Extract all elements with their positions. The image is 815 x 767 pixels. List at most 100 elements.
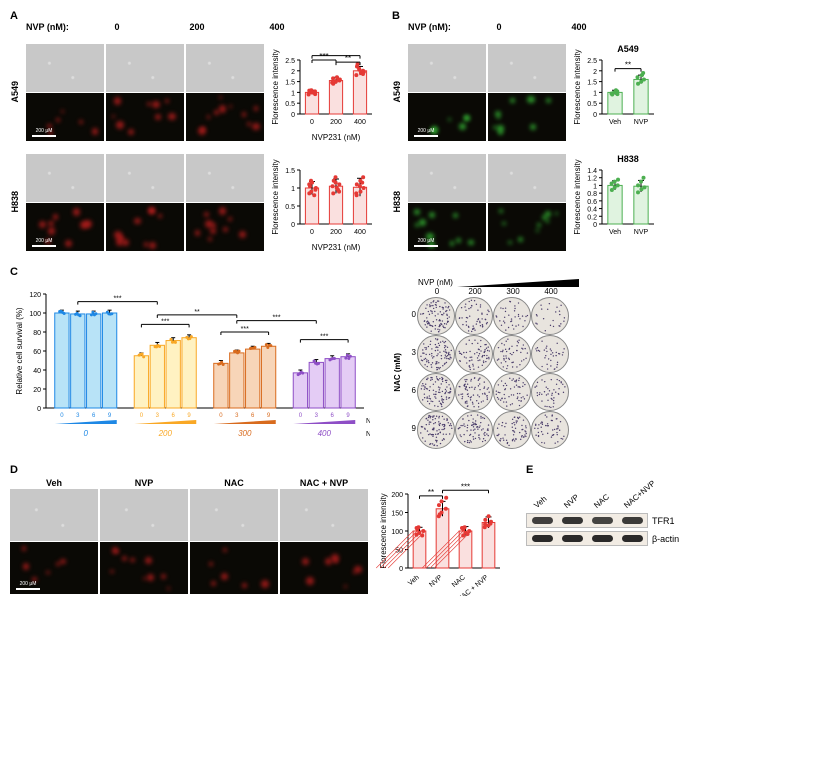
micrograph [488,203,566,251]
bar-chart: A54900.511.522.5Florescence intensityVeh… [570,42,660,142]
bar-chart: 00.511.5Florescence intensity0200400NVP2… [268,152,378,252]
bar-chart: 050100150200Florescence intensityVehNVPN… [376,476,506,596]
svg-text:Florescence intensity: Florescence intensity [271,49,280,124]
micrograph: 200 μM [408,203,486,251]
svg-text:0: 0 [60,413,64,419]
micrograph [100,542,188,594]
svg-text:1.5: 1.5 [285,80,295,87]
micrograph [106,154,184,202]
colony-well [493,411,531,449]
colony-well [531,411,569,449]
micrograph [190,542,278,594]
svg-text:0: 0 [140,413,144,419]
colony-well [455,411,493,449]
svg-text:1.4: 1.4 [587,168,597,175]
micrograph [106,93,184,141]
svg-text:NVP231 (nM): NVP231 (nM) [312,133,361,142]
svg-text:0: 0 [299,413,303,419]
svg-text:80: 80 [33,330,41,337]
svg-text:1: 1 [593,90,597,97]
micrograph [106,203,184,251]
colony-well [417,297,455,335]
svg-text:20: 20 [33,387,41,394]
colony-well [531,373,569,411]
svg-text:0: 0 [291,112,295,119]
panel-b-label: B [392,10,660,22]
dose-header: 400 [540,22,618,32]
colony-side-label: NAC (mM) [393,353,402,392]
svg-text:0: 0 [291,222,295,229]
svg-text:1.5: 1.5 [587,80,597,87]
dose-header: 0 [78,22,156,32]
svg-text:200: 200 [158,429,173,438]
svg-text:***: *** [161,318,169,325]
svg-text:2.5: 2.5 [587,58,597,65]
svg-text:9: 9 [267,413,271,419]
micrograph [280,489,368,541]
svg-text:3: 3 [315,413,319,419]
micrograph [186,44,264,92]
svg-text:NVP231 (nM): NVP231 (nM) [312,243,361,252]
panel-d: D VehNVPNACNAC + NVP200 μM050100150200Fl… [10,464,506,596]
micrograph [186,93,264,141]
panel-e: E VehNVPNACNAC+NVPTFR1β-actin [526,464,696,546]
svg-text:Veh: Veh [609,229,621,236]
svg-text:400: 400 [318,429,332,438]
micrograph: 200 μM [26,203,104,251]
svg-text:***: *** [272,315,280,322]
panel-a-label: A [10,10,378,22]
micrograph [190,489,278,541]
svg-text:NVP: NVP [428,574,444,589]
colony-col-header: 400 [532,287,570,296]
svg-text:100: 100 [29,311,41,318]
condition-header: Veh [10,478,98,488]
svg-text:2: 2 [291,69,295,76]
bar-chart: 00.511.522.5Florescence intensity0200400… [268,42,378,142]
micrograph [186,203,264,251]
bar-chart: H83800.20.40.60.811.21.4Florescence inte… [570,152,660,252]
cell-line-label: H838 [10,191,22,213]
svg-text:400: 400 [354,229,366,236]
svg-text:6: 6 [251,413,255,419]
svg-text:0.6: 0.6 [587,199,597,206]
blot-lane-label: NAC [592,484,621,510]
svg-text:Veh: Veh [609,119,621,126]
svg-text:3: 3 [235,413,239,419]
colony-row-header: 6 [404,372,416,410]
panel-c-chart: 020406080100120Relative cell survival (%… [10,278,370,450]
panel-d-label: D [10,464,506,476]
svg-text:9: 9 [108,413,112,419]
svg-text:3: 3 [156,413,160,419]
svg-text:200: 200 [391,492,403,499]
dose-header: 200 [158,22,236,32]
colony-well [493,373,531,411]
svg-text:200: 200 [330,229,342,236]
svg-text:0.2: 0.2 [587,214,597,221]
svg-text:0: 0 [84,429,89,438]
colony-well [417,335,455,373]
colony-well [531,297,569,335]
figure-root: A NVP (nM):0200400A549200 μM00.511.522.5… [10,10,805,596]
svg-text:6: 6 [172,413,176,419]
svg-text:1: 1 [593,183,597,190]
colony-top-label: NVP (nM) [418,278,453,287]
micrograph [488,93,566,141]
panel-c-colony: NVP (nM)0200300400NAC (mM)0369 [390,278,579,448]
svg-text:0: 0 [593,222,597,229]
svg-text:120: 120 [29,292,41,299]
blot-row-label: TFR1 [652,516,675,526]
svg-text:0.4: 0.4 [587,207,597,214]
svg-text:**: ** [625,61,631,70]
micrograph [186,154,264,202]
svg-text:***: *** [241,326,249,333]
svg-text:0.8: 0.8 [587,191,597,198]
svg-text:400: 400 [354,119,366,126]
panel-e-label: E [526,464,696,476]
nvp-dose-label-b: NVP (nM): [408,22,458,32]
svg-text:**: ** [194,309,200,316]
micrograph [10,489,98,541]
colony-well [417,411,455,449]
svg-text:***: *** [319,52,328,61]
blot-lane-label: NAC+NVP [622,484,651,510]
micrograph: 200 μM [26,93,104,141]
